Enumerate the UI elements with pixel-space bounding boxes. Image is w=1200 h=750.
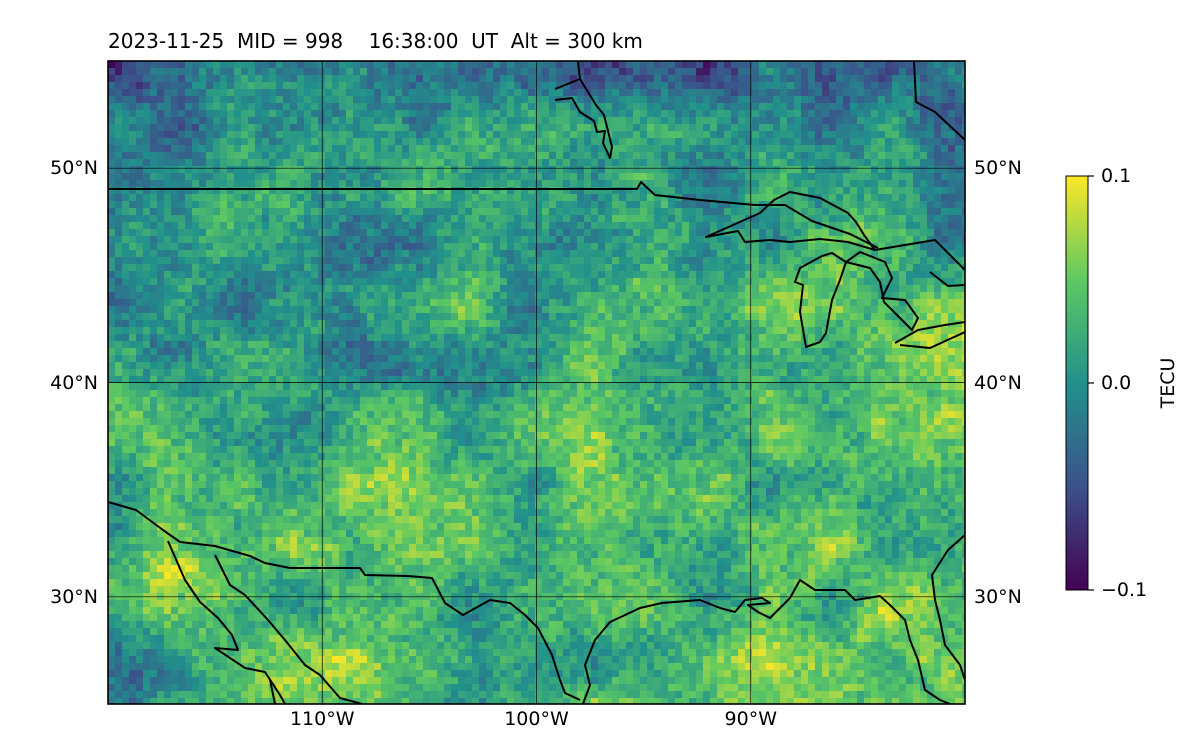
map-title: 2023-11-25 MID = 998 16:38:00 UT Alt = 3… xyxy=(108,29,643,53)
lake-superior xyxy=(705,191,876,251)
lat-label-left: 30°N xyxy=(50,585,98,608)
colorbar-ticks xyxy=(1088,175,1094,591)
map-gridlines xyxy=(108,61,965,704)
eastern-canada-coast xyxy=(913,61,965,141)
northeast-coast xyxy=(874,239,965,287)
lakes-erie-ontario xyxy=(894,321,965,349)
lat-label-right: 30°N xyxy=(974,585,1022,608)
gulf-of-california-coast xyxy=(214,554,363,704)
colorbar-title: TECU xyxy=(1157,357,1179,409)
title-time-unit: UT xyxy=(471,29,498,53)
colorbar xyxy=(1065,175,1094,591)
tec-heatmap xyxy=(108,61,965,704)
title-time: 16:38:00 xyxy=(368,29,459,53)
title-altitude: Alt = 300 km xyxy=(510,29,643,53)
lat-label-left: 40°N xyxy=(50,371,98,394)
title-date: 2023-11-25 xyxy=(108,29,225,53)
us-canada-border xyxy=(108,181,879,249)
gulf-coast-us xyxy=(582,579,951,704)
lat-label-right: 40°N xyxy=(974,371,1022,394)
colorbar-tick-label-min: −0.1 xyxy=(1101,579,1148,601)
lat-label-right: 50°N xyxy=(974,157,1022,180)
coastlines-and-borders xyxy=(108,61,965,704)
lon-label: 90°W xyxy=(724,708,777,730)
lake-huron xyxy=(845,251,919,331)
colorbar-tick-label-zero: 0.0 xyxy=(1101,372,1132,394)
title-mid: MID = 998 xyxy=(236,29,344,53)
lon-label: 100°W xyxy=(504,708,569,730)
map-frame xyxy=(107,60,966,705)
atlantic-coast xyxy=(931,534,965,681)
mexico-border xyxy=(108,501,581,701)
colorbar-tick-label-max: 0.1 xyxy=(1101,165,1132,187)
mexico-pacific-coast xyxy=(269,679,276,704)
colorbar-gradient xyxy=(1065,175,1089,591)
lat-label-left: 50°N xyxy=(50,157,98,180)
lon-label: 110°W xyxy=(289,708,355,730)
hudson-bay-coast xyxy=(554,61,613,159)
baja-california-coast xyxy=(167,540,286,704)
